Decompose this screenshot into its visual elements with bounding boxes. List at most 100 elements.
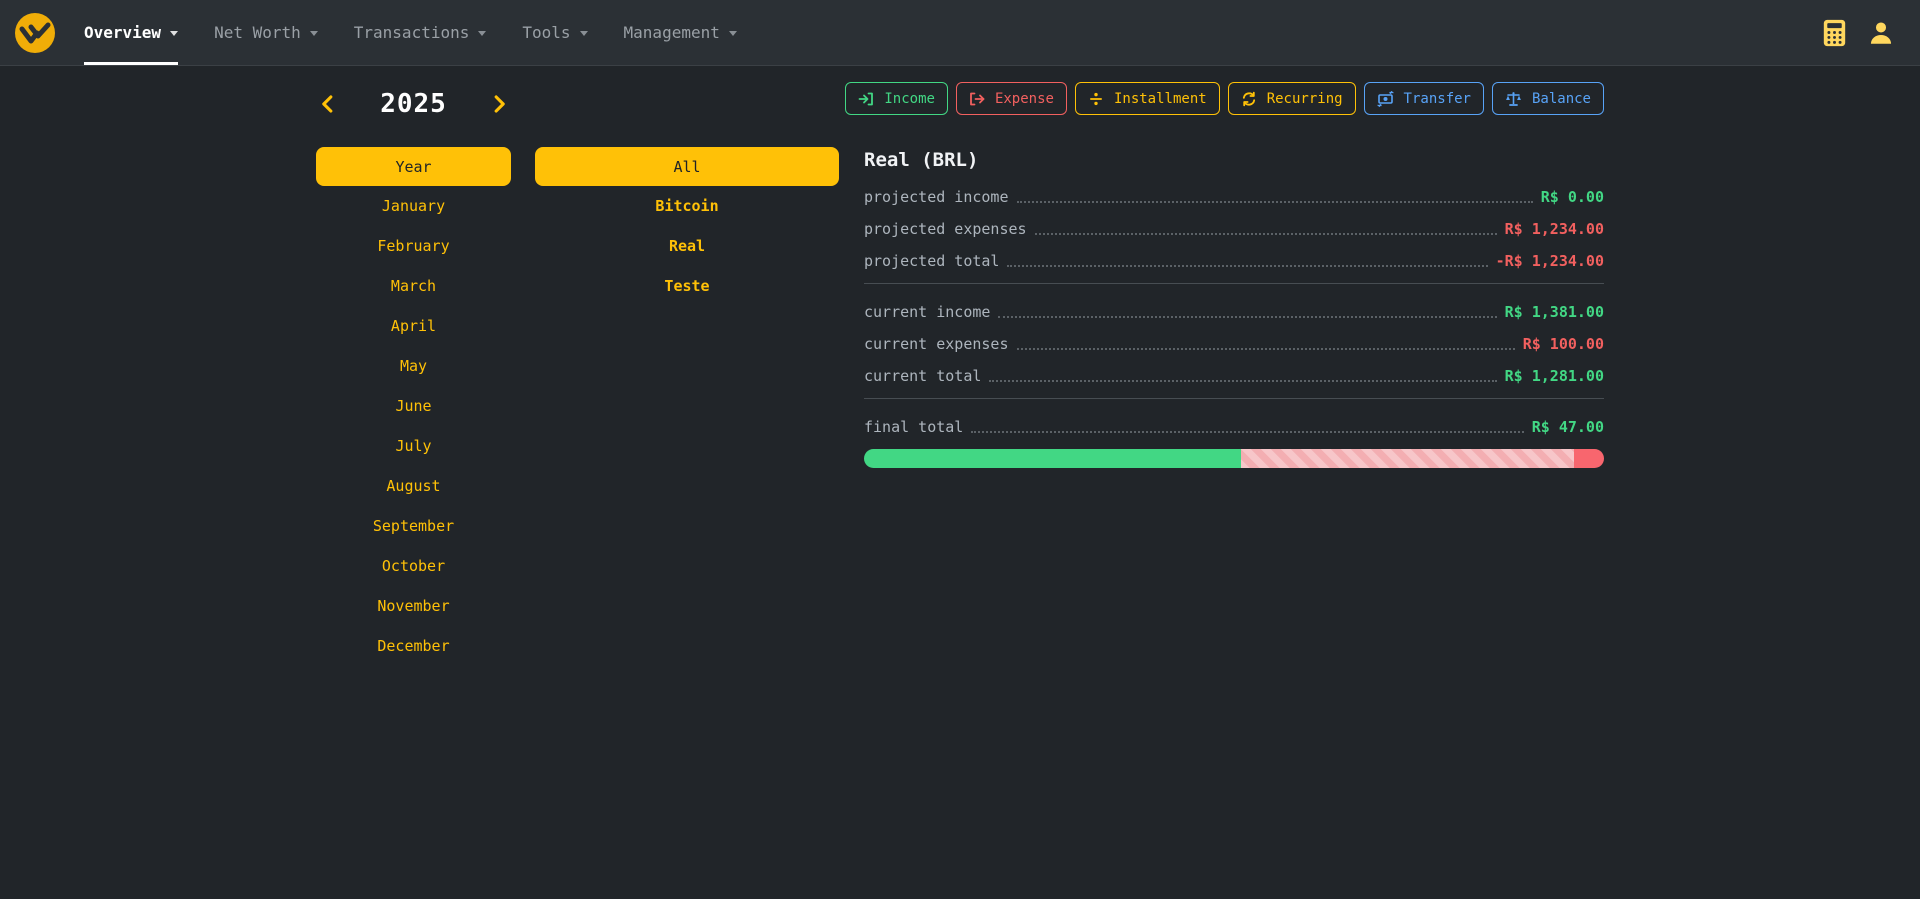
- current-year-label: 2025: [380, 89, 447, 119]
- month-list: January February March April May June Ju…: [316, 186, 511, 666]
- nav-label: Net Worth: [214, 23, 301, 42]
- month-item-july[interactable]: July: [395, 437, 432, 455]
- dotted-leader: [1034, 233, 1497, 235]
- month-item-june[interactable]: June: [395, 397, 432, 415]
- transfer-button[interactable]: Transfer: [1363, 82, 1484, 115]
- scales-icon: [1505, 91, 1522, 107]
- row-value: R$ 0.00: [1540, 188, 1604, 206]
- row-value: R$ 100.00: [1522, 335, 1604, 353]
- period-column: 2025 Year January February March April M…: [316, 82, 511, 666]
- accounts-column: All Bitcoin Real Teste: [535, 82, 839, 666]
- dotted-leader: [998, 316, 1497, 318]
- chevron-down-icon: [309, 31, 318, 36]
- month-item-february[interactable]: February: [377, 237, 450, 255]
- nav-item-overview[interactable]: Overview: [84, 0, 179, 65]
- balance-button[interactable]: Balance: [1491, 82, 1604, 115]
- summary-title: Real (BRL): [864, 149, 979, 171]
- month-item-august[interactable]: August: [386, 477, 441, 495]
- row-label: final total: [864, 418, 964, 436]
- nav-item-transactions[interactable]: Transactions: [354, 0, 487, 65]
- chevron-down-icon: [478, 31, 487, 36]
- row-value: R$ 1,381.00: [1504, 303, 1604, 321]
- month-item-april[interactable]: April: [390, 317, 437, 335]
- year-navigator: 2025: [316, 84, 511, 124]
- month-item-december[interactable]: December: [377, 637, 450, 655]
- summary-row-current-expenses: current expenses R$ 100.00: [864, 334, 1604, 353]
- month-item-march[interactable]: March: [390, 277, 437, 295]
- row-value: -R$ 1,234.00: [1495, 252, 1604, 270]
- month-item-may[interactable]: May: [399, 357, 428, 375]
- user-icon[interactable]: [1868, 20, 1894, 46]
- income-button[interactable]: Income: [845, 82, 948, 115]
- account-item-bitcoin[interactable]: Bitcoin: [655, 197, 719, 215]
- row-label: projected total: [864, 252, 1000, 270]
- budget-progress-bar: [864, 449, 1604, 468]
- progress-segment-income: [864, 449, 1242, 468]
- progress-segment-expense: [1574, 449, 1604, 468]
- button-label: Balance: [1531, 90, 1591, 107]
- month-item-january[interactable]: January: [381, 197, 446, 215]
- month-item-october[interactable]: October: [381, 557, 446, 575]
- recurring-button[interactable]: Recurring: [1227, 82, 1356, 115]
- summary-panel: Income Expense Installment: [845, 82, 1604, 666]
- summary-row-projected-income: projected income R$ 0.00: [864, 187, 1604, 206]
- row-label: current total: [864, 367, 982, 385]
- app-logo[interactable]: [14, 0, 56, 65]
- progress-segment-projected-expense: [1241, 449, 1575, 468]
- nav-label: Transactions: [353, 23, 470, 42]
- nav-item-management[interactable]: Management: [624, 0, 737, 65]
- button-label: Expense: [994, 90, 1054, 107]
- main-nav: Overview Net Worth Transactions Tools Ma…: [84, 0, 737, 65]
- accounts-all-button[interactable]: All: [535, 147, 839, 186]
- row-label: current expenses: [864, 335, 1009, 353]
- repeat-arrows-icon: [1241, 91, 1257, 107]
- nav-item-tools[interactable]: Tools: [522, 0, 588, 65]
- expense-button[interactable]: Expense: [955, 82, 1067, 115]
- transaction-actions: Income Expense Installment: [845, 82, 1604, 115]
- summary-row-current-income: current income R$ 1,381.00: [864, 302, 1604, 321]
- period-year-button[interactable]: Year: [316, 147, 511, 186]
- summary-row-current-total: current total R$ 1,281.00: [864, 366, 1604, 385]
- button-label: Transfer: [1403, 90, 1471, 107]
- selectors-panel: 2025 Year January February March April M…: [316, 82, 839, 666]
- dotted-leader: [1007, 265, 1488, 267]
- row-label: current income: [864, 303, 991, 321]
- button-label: Income: [884, 90, 935, 107]
- summary-row-projected-expenses: projected expenses R$ 1,234.00: [864, 219, 1604, 238]
- top-navbar: Overview Net Worth Transactions Tools Ma…: [0, 0, 1920, 66]
- previous-year-button[interactable]: [318, 93, 336, 115]
- chevron-down-icon: [579, 31, 588, 36]
- dotted-leader: [971, 431, 1524, 433]
- nav-label: Overview: [84, 23, 162, 42]
- dotted-leader: [1016, 201, 1533, 203]
- row-value: R$ 1,234.00: [1504, 220, 1604, 238]
- month-item-september[interactable]: September: [372, 517, 455, 535]
- next-year-button[interactable]: [491, 93, 509, 115]
- button-label: Recurring: [1266, 90, 1343, 107]
- main-content: 2025 Year January February March April M…: [316, 66, 1604, 666]
- summary-row-projected-total: projected total -R$ 1,234.00: [864, 251, 1604, 270]
- row-label: projected income: [864, 188, 1009, 206]
- month-item-november[interactable]: November: [377, 597, 450, 615]
- row-value: R$ 1,281.00: [1504, 367, 1604, 385]
- button-label: Installment: [1113, 90, 1207, 107]
- division-icon: [1088, 91, 1104, 107]
- account-item-teste[interactable]: Teste: [664, 277, 710, 295]
- account-item-real[interactable]: Real: [668, 237, 706, 255]
- box-arrow-out-icon: [969, 91, 985, 107]
- spacer: [535, 82, 839, 147]
- divider: [864, 283, 1604, 284]
- nav-item-net-worth[interactable]: Net Worth: [214, 0, 318, 65]
- dotted-leader: [1016, 348, 1515, 350]
- calculator-icon[interactable]: [1823, 19, 1846, 47]
- navbar-right: [1823, 0, 1894, 65]
- summary-row-final-total: final total R$ 47.00: [864, 417, 1604, 436]
- box-arrow-in-icon: [858, 91, 874, 107]
- chevron-down-icon: [170, 31, 179, 36]
- nav-label: Tools: [522, 23, 571, 42]
- installment-button[interactable]: Installment: [1074, 82, 1220, 115]
- nav-label: Management: [623, 23, 720, 42]
- cash-transfer-icon: [1376, 90, 1394, 107]
- divider: [864, 398, 1604, 399]
- row-label: projected expenses: [864, 220, 1027, 238]
